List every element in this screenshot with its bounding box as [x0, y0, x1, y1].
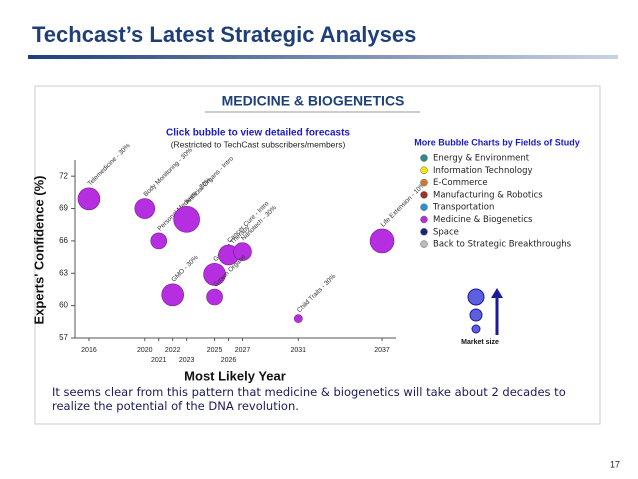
bubble	[294, 314, 303, 323]
bubble	[77, 187, 101, 211]
x-tick-label: 2022	[165, 347, 181, 354]
y-tick-label: 69	[59, 204, 68, 213]
size-legend-bubble	[467, 288, 485, 306]
y-axis-title: Experts' Confidence (%)	[31, 175, 46, 324]
y-tick-label: 66	[59, 236, 68, 245]
legend-entry: Transportation	[432, 203, 494, 213]
size-legend-bubble	[471, 324, 481, 334]
bubble	[203, 263, 226, 286]
legend-swatch	[420, 178, 428, 187]
page-number: 17	[610, 459, 620, 469]
bubble	[161, 283, 184, 307]
title-rule	[28, 55, 618, 59]
legend-entry: Space	[433, 227, 459, 237]
size-arrow-head	[491, 288, 503, 298]
x-axis-title: Most Likely Year	[184, 368, 286, 383]
bubble	[206, 288, 223, 306]
y-tick-label: 60	[59, 301, 68, 310]
x-tick-label: 2027	[235, 347, 251, 354]
legend-entry: Medicine & Biogenetics	[433, 215, 533, 225]
y-tick-label: 63	[59, 268, 68, 277]
x-tick-label: 2020	[137, 347, 153, 354]
chart-note: (Restricted to TechCast subscribers/memb…	[171, 139, 346, 149]
bubble	[233, 242, 252, 261]
caption-box: It seems clear from this pattern that me…	[52, 385, 566, 413]
x-tick-label: 2021	[151, 357, 167, 364]
x-tick-label: 2026	[221, 357, 237, 364]
legend-title: More Bubble Charts by Fields of Study	[414, 137, 580, 147]
x-tick-label: 2023	[179, 357, 195, 364]
legend-entry: Back to Strategic Breakthroughs	[433, 240, 572, 250]
legend-swatch	[420, 203, 428, 211]
x-tick-label: 2016	[81, 347, 97, 354]
legend-swatch	[420, 228, 428, 236]
chart-subtitle: Click bubble to view detailed forecasts	[166, 128, 350, 139]
slide-title: Techcast’s Latest Strategic Analyses	[32, 22, 416, 47]
bubble	[150, 232, 168, 250]
legend-swatch	[420, 240, 428, 248]
x-tick-label: 2031	[291, 347, 307, 354]
x-tick-label: 2025	[207, 347, 223, 354]
size-legend-bubble	[469, 308, 483, 322]
legend-swatch	[420, 191, 428, 199]
legend-entry: E-Commerce	[433, 178, 488, 188]
bubble	[134, 198, 156, 219]
legend-swatch	[420, 166, 428, 175]
bubble	[369, 228, 395, 254]
chart-title: MEDICINE & BIOGENETICS	[222, 93, 405, 109]
bubble	[173, 206, 200, 233]
legend-swatch	[420, 154, 428, 162]
chart-frame	[34, 85, 601, 425]
caption: It seems clear from this pattern that me…	[52, 385, 566, 413]
legend-entry: Manufacturing & Robotics	[433, 190, 543, 200]
y-tick-label: 57	[59, 333, 68, 342]
x-tick-label: 2037	[374, 347, 390, 354]
legend-entry: Energy & Environment	[433, 154, 530, 164]
legend-swatch	[420, 215, 428, 224]
size-legend-label: Market size	[461, 339, 499, 346]
y-tick-label: 72	[59, 171, 68, 180]
legend-entry: Information Technology	[433, 166, 533, 176]
